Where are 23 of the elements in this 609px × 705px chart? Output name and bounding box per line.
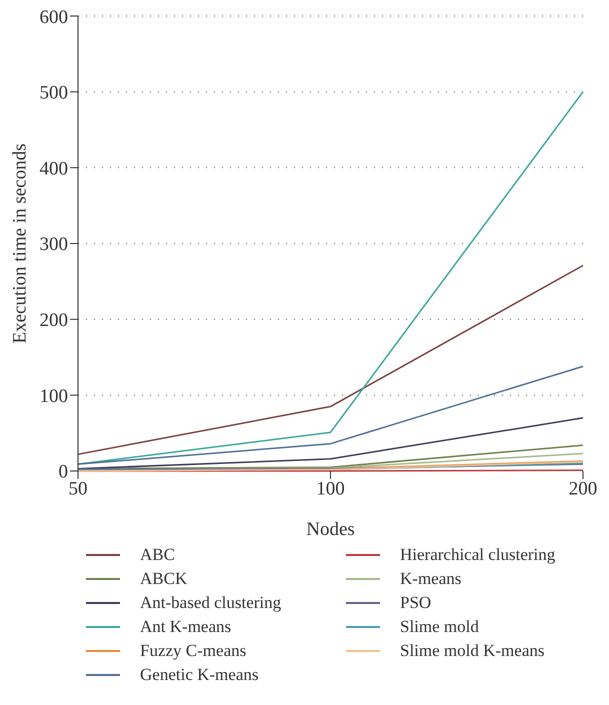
legend-label: Fuzzy C-means xyxy=(140,641,246,661)
x-axis-title: Nodes xyxy=(306,519,355,540)
legend-label: PSO xyxy=(400,593,432,613)
y-tick-label: 600 xyxy=(40,6,68,28)
legend-label: ABCK xyxy=(140,569,188,589)
legend-label: Genetic K-means xyxy=(140,665,258,685)
legend-label: Slime mold K-means xyxy=(400,641,544,661)
y-tick-label: 100 xyxy=(40,386,68,407)
legend-label: Hierarchical clustering xyxy=(400,545,556,565)
x-tick-label: 100 xyxy=(316,478,345,500)
legend-label: Slime mold xyxy=(400,617,479,637)
x-tick-label: 200 xyxy=(568,478,598,500)
legend-label: Ant K-means xyxy=(140,617,232,637)
y-tick-label: 400 xyxy=(40,158,68,180)
y-tick-label: 200 xyxy=(40,310,68,332)
legend-label: Ant-based clustering xyxy=(140,593,282,613)
legend-label: ABC xyxy=(140,545,175,565)
y-tick-label: 300 xyxy=(40,234,68,256)
legend-label: K-means xyxy=(400,569,462,589)
x-tick-label: 50 xyxy=(68,478,88,500)
y-axis-title: Execution time in seconds xyxy=(10,144,30,344)
y-tick-label: 0 xyxy=(58,462,68,483)
y-tick-label: 500 xyxy=(40,82,68,104)
